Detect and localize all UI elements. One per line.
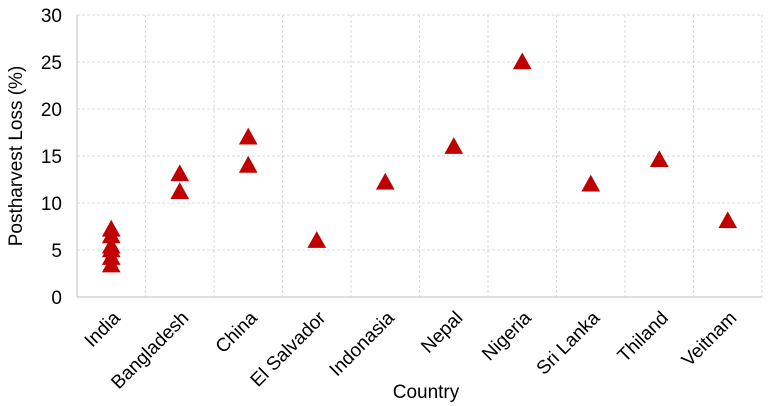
y-tick-label: 0 xyxy=(51,288,62,309)
data-point-triangle xyxy=(444,137,464,154)
x-tick-label: India xyxy=(81,307,125,351)
y-tick-label: 5 xyxy=(51,241,62,262)
data-point-triangle xyxy=(718,211,738,229)
axes xyxy=(76,15,762,298)
data-point-triangle xyxy=(101,255,121,273)
data-point-triangle xyxy=(238,155,258,173)
x-tick-label: Nepal xyxy=(417,308,467,358)
y-tick-labels: 0 5 10 15 20 25 30 xyxy=(41,6,62,309)
data-point-triangle xyxy=(512,52,532,70)
y-tick-label: 25 xyxy=(41,53,62,74)
data-point-triangle xyxy=(581,174,601,192)
x-tick-label: Nigeria xyxy=(478,307,536,365)
data-points xyxy=(101,52,738,273)
y-tick-label: 10 xyxy=(41,194,62,215)
y-axis-title: Postharvest Loss (%) xyxy=(6,66,27,247)
data-point-triangle xyxy=(649,150,669,168)
x-tick-label: Thiland xyxy=(614,308,673,367)
x-axis-title: Country xyxy=(393,382,460,403)
x-tick-label: China xyxy=(212,307,262,357)
y-tick-label: 15 xyxy=(41,147,62,168)
data-point-triangle xyxy=(170,182,190,200)
x-tick-label: Indonasia xyxy=(326,307,399,380)
data-point-triangle xyxy=(170,164,190,182)
y-tick-label: 20 xyxy=(41,100,62,121)
data-point-triangle xyxy=(238,127,258,145)
x-tick-label: Veitnam xyxy=(678,308,741,371)
y-tick-label: 30 xyxy=(41,6,62,27)
data-point-triangle xyxy=(307,231,327,248)
x-tick-label: El Salvador xyxy=(247,307,331,391)
data-point-triangle xyxy=(375,172,395,190)
x-tick-label: Sri Lanka xyxy=(533,307,605,379)
gridlines xyxy=(77,14,763,297)
